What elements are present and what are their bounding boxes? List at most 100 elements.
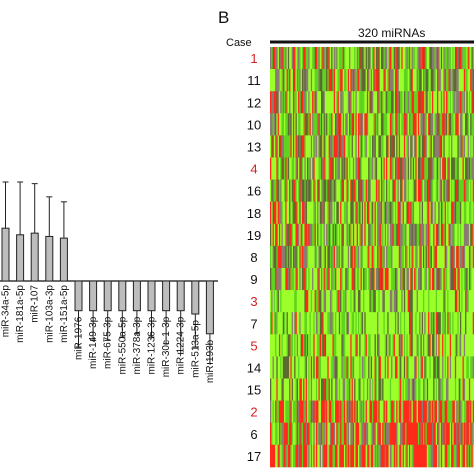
heatmap-cell	[423, 179, 425, 203]
heatmap-cell	[284, 69, 286, 92]
heatmap-cell	[337, 113, 340, 136]
heatmap-cell	[278, 422, 281, 446]
heatmap-cell	[318, 157, 321, 180]
heatmap-cell	[378, 245, 381, 269]
bar	[89, 280, 98, 312]
heatmap-cell	[351, 290, 354, 313]
heatmap-cell	[347, 400, 350, 424]
heatmap-cell	[327, 378, 330, 401]
heatmap-cell	[420, 113, 423, 136]
heatmap-cell	[388, 268, 391, 291]
heatmap-cell	[439, 223, 442, 247]
heatmap-cell	[435, 91, 438, 114]
heatmap-cell	[301, 334, 304, 357]
heatmap-cell	[310, 91, 313, 114]
heatmap-cell	[373, 157, 375, 180]
heatmap-cell	[383, 157, 386, 180]
heatmap-cell	[434, 135, 437, 158]
heatmap-cell	[461, 223, 463, 247]
heatmap-cell	[335, 179, 337, 203]
heatmap-cell	[351, 135, 354, 158]
heatmap-cell	[429, 290, 432, 313]
heatmap-cell	[368, 201, 370, 225]
heatmap-cell	[419, 334, 421, 357]
heatmap-cell	[277, 268, 280, 291]
heatmap-cell	[380, 179, 383, 203]
heatmap-cell	[345, 444, 347, 468]
heatmap-cell	[317, 179, 319, 203]
heatmap-cell	[343, 290, 346, 313]
heatmap-cell	[324, 47, 327, 70]
heatmap-cell	[313, 312, 316, 335]
heatmap-cell	[338, 47, 341, 70]
heatmap-cell	[447, 113, 449, 136]
heatmap-cell	[298, 334, 300, 357]
heatmap-cell	[430, 422, 433, 446]
heatmap-cell	[359, 400, 361, 424]
heatmap-cell	[365, 245, 368, 269]
heatmap-cell	[366, 444, 369, 468]
heatmap-cell	[300, 312, 303, 335]
heatmap-cell	[304, 290, 307, 313]
heatmap-cell	[332, 378, 335, 401]
heatmap-cell	[286, 91, 289, 114]
heatmap-cell	[281, 312, 284, 335]
heatmap-cell	[470, 113, 472, 136]
heatmap-cell	[400, 422, 402, 446]
heatmap-cell	[419, 47, 421, 70]
heatmap-cell	[326, 179, 328, 203]
heatmap-cell	[332, 223, 335, 247]
heatmap-cell	[425, 356, 428, 379]
heatmap-cell	[271, 378, 273, 401]
heatmap-cell	[359, 378, 361, 401]
heatmap-cell	[317, 113, 319, 136]
heatmap-cell	[429, 47, 432, 70]
heatmap-cell	[434, 356, 437, 379]
heatmap-cell	[281, 223, 284, 247]
heatmap-cell	[468, 290, 471, 313]
heatmap-cell	[290, 179, 293, 203]
heatmap-cell	[291, 113, 294, 136]
heatmap-cell	[327, 135, 330, 158]
heatmap-cell	[394, 422, 397, 446]
heatmap-cell	[438, 334, 440, 357]
heatmap-cell	[289, 422, 291, 446]
heatmap-cell	[457, 47, 460, 70]
heatmap-cell	[372, 69, 374, 92]
heatmap-cell	[352, 268, 355, 291]
heatmap-cell	[345, 47, 347, 70]
heatmap-cell	[373, 312, 375, 335]
heatmap-cell	[387, 356, 389, 379]
heatmap-cell	[301, 245, 304, 269]
heatmap-cell	[303, 312, 305, 335]
heatmap-grid	[270, 47, 474, 468]
heatmap-cell	[471, 268, 474, 291]
heatmap-cell	[284, 334, 286, 357]
heatmap-cell	[377, 69, 379, 92]
heatmap-cell	[286, 113, 289, 136]
heatmap-cell	[402, 400, 405, 424]
heatmap-cell	[270, 268, 272, 291]
heatmap-cell	[412, 157, 415, 180]
heatmap-cell	[402, 135, 405, 158]
heatmap-cell	[396, 422, 398, 446]
heatmap-cell	[438, 400, 440, 424]
heatmap-cell	[368, 69, 370, 92]
heatmap-cell	[414, 378, 416, 401]
heatmap-cell	[384, 378, 387, 401]
heatmap-cell	[276, 245, 279, 269]
heatmap-cell	[286, 201, 289, 225]
heatmap-cell	[382, 290, 384, 313]
heatmap-cell	[333, 135, 336, 158]
heatmap-cell	[400, 179, 402, 203]
heatmap-cell	[360, 312, 363, 335]
heatmap-cell	[447, 69, 449, 92]
heatmap-cell	[323, 69, 326, 92]
heatmap-cell	[321, 113, 323, 136]
heatmap-cell	[298, 378, 300, 401]
heatmap-cell	[326, 157, 328, 180]
heatmap-cell	[314, 201, 317, 225]
heatmap-cell	[417, 334, 420, 357]
heatmap-cell	[272, 135, 275, 158]
heatmap-cell	[270, 113, 272, 136]
